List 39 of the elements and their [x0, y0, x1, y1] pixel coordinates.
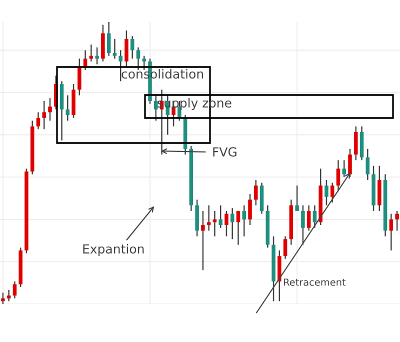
candlestick [254, 179, 258, 206]
candlestick [106, 22, 111, 56]
candlestick [112, 38, 117, 60]
candlestick [301, 204, 305, 246]
candlestick [283, 236, 288, 260]
candlestick [66, 94, 70, 122]
candlestick [224, 210, 228, 237]
candlestick [6, 289, 11, 302]
candlestick [248, 193, 252, 226]
candlestick [95, 46, 99, 65]
candlestick [136, 46, 140, 71]
candlestick [206, 204, 211, 232]
candlestick [1, 292, 5, 304]
candlestick [242, 204, 246, 237]
candlestick [295, 184, 299, 212]
candlestick [124, 30, 128, 68]
candlestick [201, 210, 205, 271]
candlestick [78, 58, 82, 96]
candlestick [142, 55, 146, 71]
candlestick [42, 100, 46, 130]
candlestick [330, 182, 334, 204]
candlestick [36, 112, 40, 130]
candlestick [324, 179, 328, 206]
annotation: Expantion [83, 244, 144, 256]
candlestick [366, 148, 370, 181]
candlestick [48, 98, 52, 122]
candlestick [118, 50, 122, 82]
annotation: Retracement [284, 278, 346, 286]
candlestick [218, 204, 222, 228]
candlestick [389, 213, 394, 252]
annotation: FVG [213, 147, 236, 157]
candlestick [312, 204, 317, 228]
candlestick [154, 94, 158, 122]
candlestick [12, 280, 17, 299]
candlestick [354, 126, 358, 161]
candlestick [395, 210, 399, 232]
candlestick [130, 35, 134, 60]
candlestick [306, 204, 311, 232]
candlestick [236, 210, 240, 246]
